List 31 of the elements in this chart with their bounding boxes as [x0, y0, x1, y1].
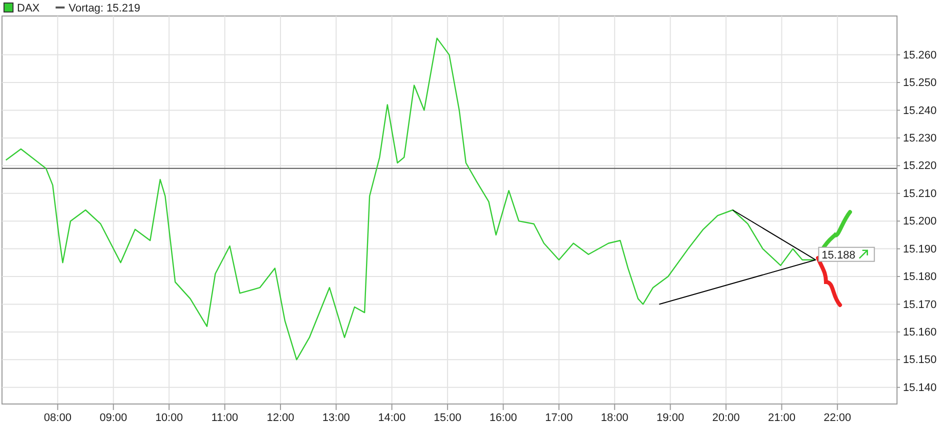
x-tick-label: 11:00 [211, 412, 238, 424]
y-tick-label: 15.230 [903, 132, 937, 144]
x-tick-label: 20:00 [712, 412, 740, 424]
legend-label: DAX [17, 2, 40, 14]
x-tick-label: 21:00 [768, 412, 796, 424]
y-tick-label: 15.150 [903, 354, 937, 366]
x-tick-label: 12:00 [266, 412, 294, 424]
x-tick-label: 18:00 [600, 412, 628, 424]
x-tick-label: 17:00 [545, 412, 573, 424]
x-tick-label: 15:00 [434, 412, 462, 424]
y-tick-label: 15.240 [903, 104, 937, 117]
x-tick-label: 19:00 [656, 412, 684, 424]
y-tick-label: 15.180 [903, 271, 937, 284]
x-tick-label: 13:00 [322, 412, 350, 424]
y-tick-label: 15.170 [903, 298, 937, 311]
x-tick-label: 08:00 [44, 412, 72, 424]
x-tick-label: 22:00 [824, 412, 852, 424]
x-tick-label: 10:00 [155, 412, 183, 424]
y-tick-label: 15.260 [903, 49, 937, 62]
y-tick-label: 15.200 [903, 216, 937, 228]
y-tick-label: 15.220 [903, 160, 937, 172]
y-tick-label: 15.210 [903, 188, 937, 200]
x-tick-label: 14:00 [378, 412, 406, 424]
annotation: 15.188 [822, 249, 856, 262]
y-tick-label: 15.160 [903, 326, 937, 338]
legend-label: Vortag: 15.219 [68, 2, 140, 14]
y-tick-label: 15.250 [903, 77, 937, 90]
y-tick-label: 15.190 [903, 243, 937, 256]
y-tick-label: 15.140 [903, 382, 937, 394]
x-tick-label: 09:00 [100, 412, 128, 424]
x-tick-label: 16:00 [489, 412, 518, 424]
